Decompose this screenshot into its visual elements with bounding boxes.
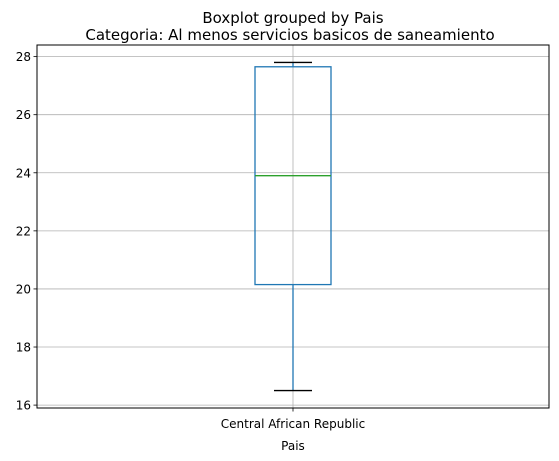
- y-tick-label: 22: [16, 224, 31, 238]
- y-tick-label: 18: [16, 341, 31, 355]
- y-tick-label: 26: [16, 108, 31, 122]
- y-tick-label: 24: [16, 166, 31, 180]
- x-axis-label: Pais: [281, 439, 305, 453]
- y-tick-label: 16: [16, 399, 31, 413]
- y-tick-label: 28: [16, 50, 31, 64]
- chart-title: Categoria: Al menos servicios basicos de…: [85, 26, 494, 44]
- y-tick-label: 20: [16, 282, 31, 296]
- x-axis: Central African Republic: [221, 408, 365, 431]
- x-tick-label: Central African Republic: [221, 417, 365, 431]
- y-axis: 16 18 20 22 24 26 28: [16, 50, 37, 413]
- box-layer: [254, 61, 332, 392]
- chart-suptitle: Boxplot grouped by Pais: [202, 9, 383, 27]
